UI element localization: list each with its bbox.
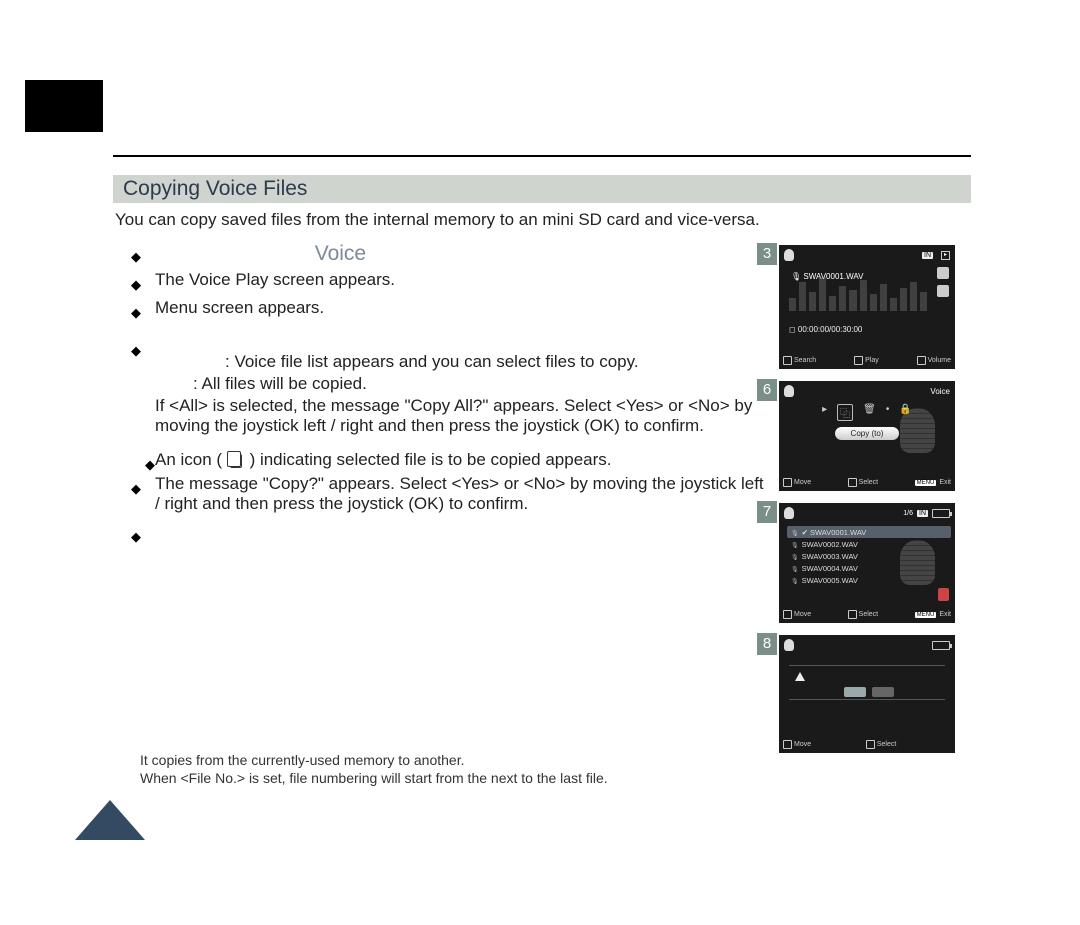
yes-option [844,687,866,697]
time-counter: ◻ 00:00:00/00:30:00 [789,325,862,334]
memory-card-icon [938,588,949,601]
mic-icon [784,639,794,651]
file-item: ✔ SWAV0001.WAV [787,526,951,538]
screen-7-wrap: 7 1/6 IN ✔ SWAV0001.WAV SWAV0002.WAV SWA… [779,503,972,623]
step-badge-3: 3 [757,243,777,265]
waveform [789,269,927,311]
footnotes: It copies from the currently-used memory… [140,750,760,788]
screen-6: Voice ▸⿻🗑•🔒 Copy (to) Move Select MENUEx… [779,381,955,491]
battery-icon [932,509,950,518]
screen-8-wrap: 8 Move Select [779,635,972,753]
in-badge: IN [922,252,933,259]
mic-icon [784,507,794,519]
note-2: When <File No.> is set, file numbering w… [140,770,760,786]
divider [113,155,971,157]
confirm-dialog [789,665,945,700]
controls-bar: Move Select MENUExit [783,478,951,487]
bullet-icon: ◆ [131,343,141,359]
controls-bar: Move Select MENUExit [783,610,951,619]
bullet-icon: ◆ [131,249,141,265]
content-body: ◆ Voice ◆ ◆ The Voice Play screen appear… [115,242,765,522]
controls-bar: Search Play Volume [783,356,951,365]
step-badge-7: 7 [757,501,777,523]
file-list: ✔ SWAV0001.WAV SWAV0002.WAV SWAV0003.WAV… [787,526,951,586]
step4-text: Menu screen appears. [115,298,765,318]
screen-3: IN ▸ 🎙 SWAV0001.WAV ◻ 00:00:00/00:30:00 … [779,245,955,369]
file-item: SWAV0005.WAV [787,574,951,586]
mic-icon [784,249,794,261]
no-option [872,687,894,697]
screen6-title: Voice [930,387,950,396]
yes-no-row [844,687,894,697]
step-badge-6: 6 [757,379,777,401]
warning-icon [795,672,805,681]
step5-opt2: : All files will be copied. [115,374,765,394]
battery-icon [932,641,950,650]
step-badge-8: 8 [757,633,777,655]
screenshots-column: 3 IN ▸ 🎙 SWAV0001.WAV ◻ 00:00:00/00:30:0… [779,245,972,765]
play-mode-icon: ▸ [941,251,950,260]
file-counter: 1/6 [903,510,913,517]
copy-doc-icon [230,454,242,468]
bullet-icon: ◆ [131,277,141,293]
note-1: It copies from the currently-used memory… [140,752,760,768]
screen-7: 1/6 IN ✔ SWAV0001.WAV SWAV0002.WAV SWAV0… [779,503,955,623]
bullet-icon: ◆ [145,457,155,473]
screen-3-wrap: 3 IN ▸ 🎙 SWAV0001.WAV ◻ 00:00:00/00:30:0… [779,245,972,369]
side-icons [937,267,949,297]
file-item: SWAV0002.WAV [787,538,951,550]
chapter-block [25,80,103,132]
intro-text: You can copy saved files from the intern… [115,210,760,230]
voice-heading: Voice [315,242,366,265]
file-item: SWAV0003.WAV [787,550,951,562]
in-badge: IN [917,510,928,517]
screen-8: Move Select [779,635,955,753]
step7-text: The message "Copy?" appears. Select <Yes… [115,474,765,514]
screen-6-wrap: 6 Voice ▸⿻🗑•🔒 Copy (to) Move Select MENU… [779,381,972,491]
step5-all-note: If <All> is selected, the message "Copy … [115,396,765,436]
step3-text: The Voice Play screen appears. [115,270,765,290]
page-corner-triangle [75,800,145,840]
bullet-icon: ◆ [131,481,141,497]
bullet-icon: ◆ [131,529,141,545]
step6-text: An icon ( ) indicating selected file is … [115,450,765,470]
bullet-icon: ◆ [131,305,141,321]
file-item: SWAV0004.WAV [787,562,951,574]
mic-icon [784,385,794,397]
mic-bg-graphic [890,408,945,473]
controls-bar: Move Select [783,740,951,749]
step5-opt1: : Voice file list appears and you can se… [115,352,765,372]
section-title: Copying Voice Files [113,175,971,203]
